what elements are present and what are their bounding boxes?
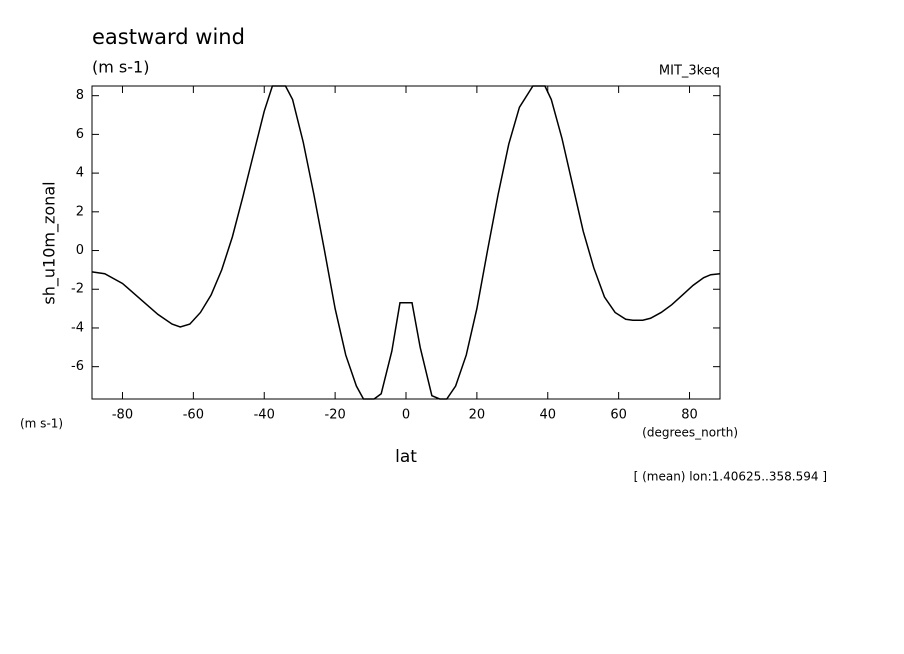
y-tick-label: -2 xyxy=(71,282,84,297)
y-tick-label: 2 xyxy=(76,204,84,219)
x-tick-label: 80 xyxy=(681,408,698,423)
x-axis-label: lat xyxy=(395,447,417,467)
x-tick-label: -20 xyxy=(325,408,346,423)
chart-subtitle: (m s-1) xyxy=(92,58,149,77)
x-tick-label: 0 xyxy=(402,408,410,423)
x-units: (degrees_north) xyxy=(642,426,738,440)
y-tick-label: -6 xyxy=(71,359,84,374)
x-tick-label: 40 xyxy=(539,408,556,423)
chart-title: eastward wind xyxy=(92,25,245,49)
y-tick-label: 8 xyxy=(76,88,84,103)
x-tick-label: 20 xyxy=(469,408,486,423)
x-tick-label: 60 xyxy=(610,408,627,423)
y-tick-label: 0 xyxy=(76,243,84,258)
plot-frame xyxy=(91,85,721,400)
x-tick-label: -40 xyxy=(254,408,275,423)
y-tick-label: 6 xyxy=(76,127,84,142)
dataset-label: MIT_3keq xyxy=(659,64,720,79)
y-axis-label: sh_u10m_zonal xyxy=(40,181,60,304)
y-tick-label: 4 xyxy=(76,166,84,181)
x-tick-label: -80 xyxy=(112,408,133,423)
annotation: [ (mean) lon:1.40625..358.594 ] xyxy=(634,470,827,484)
data-line xyxy=(91,85,721,400)
y-tick-label: -4 xyxy=(71,320,84,335)
x-tick-label: -60 xyxy=(183,408,204,423)
y-units: (m s-1) xyxy=(20,417,63,431)
